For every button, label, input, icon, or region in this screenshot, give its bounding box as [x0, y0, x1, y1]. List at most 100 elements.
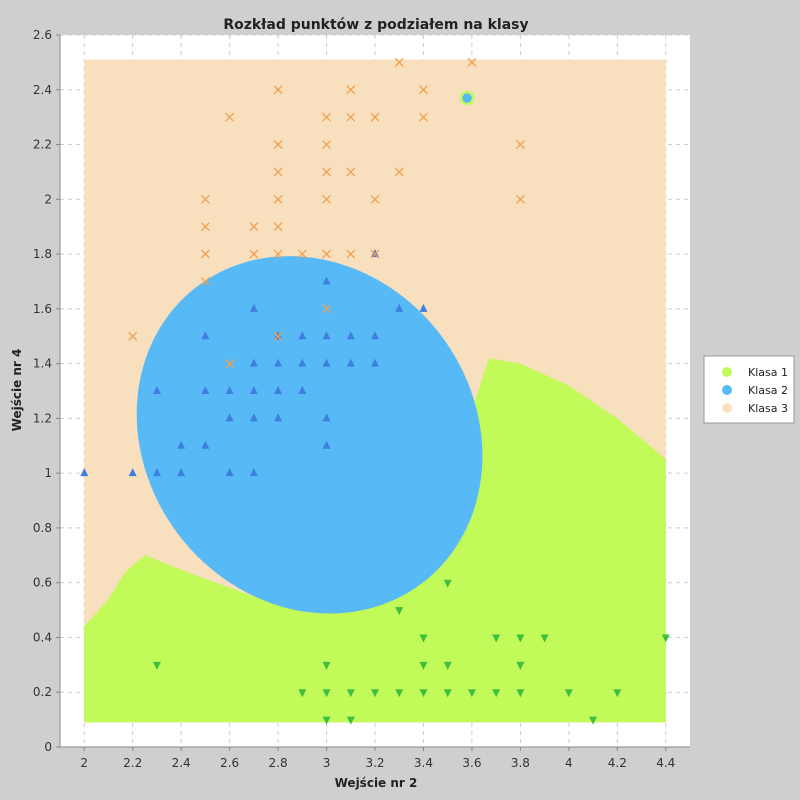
y-tick-label-13: 2.6	[33, 28, 52, 42]
point-klasa3-11	[273, 222, 283, 232]
point-klasa2-11	[225, 386, 234, 394]
point-klasa2-28	[322, 276, 331, 285]
point-klasa1-22	[540, 634, 549, 643]
y-tick-label-11: 2.2	[33, 138, 52, 152]
legend-swatch-1	[722, 367, 732, 377]
point-klasa3-18	[322, 249, 331, 259]
point-klasa1-25	[613, 689, 622, 698]
y-tick-label-0: 0	[44, 740, 52, 754]
point-klasa3-34	[467, 57, 477, 67]
point-klasa3-30	[394, 167, 404, 177]
point-klasa3-26	[346, 85, 356, 95]
point-klasa2-23	[298, 331, 307, 340]
point-klasa3-7	[249, 249, 259, 259]
y-tick-label-3: 0.6	[33, 576, 52, 590]
x-tick-label-0: 2	[80, 756, 88, 770]
point-klasa1-21	[516, 689, 525, 698]
point-klasa2-19	[274, 358, 283, 367]
point-klasa2-17	[274, 413, 283, 422]
point-klasa3-22	[322, 112, 331, 122]
point-klasa1-13	[443, 579, 452, 588]
point-klasa3-32	[419, 112, 428, 122]
point-klasa1-0	[152, 661, 161, 670]
point-klasa2-1	[128, 468, 137, 477]
point-klasa3-35	[515, 194, 525, 204]
decision-regions	[84, 59, 666, 723]
point-klasa1-20	[516, 661, 525, 670]
point-klasa3-28	[370, 194, 380, 204]
x-tick-label-1: 2.2	[123, 756, 142, 770]
legend-label-2: Klasa 2	[748, 384, 788, 397]
point-klasa3-20	[322, 167, 331, 177]
point-klasa1-23	[564, 689, 573, 698]
point-klasa2-22	[298, 358, 307, 367]
point-klasa2-3	[152, 386, 161, 394]
point-klasa1-8	[395, 689, 404, 698]
point-klasa2-0	[80, 468, 89, 477]
point-klasa3-12	[273, 194, 283, 204]
point-klasa3-6	[225, 112, 235, 122]
x-tick-label-10: 4	[565, 756, 573, 770]
point-klasa3-29	[370, 112, 380, 122]
point-klasa1-10	[419, 634, 428, 643]
point-klasa2-24	[322, 440, 331, 449]
point-klasa3-0	[128, 331, 138, 341]
point-klasa2-10	[225, 413, 234, 422]
point-klasa3-24	[346, 167, 356, 177]
point-klasa3-2	[200, 249, 210, 259]
point-klasa2-34	[395, 303, 404, 312]
legend-label-1: Klasa 1	[748, 366, 788, 379]
region-klasa-1	[84, 358, 666, 723]
x-tick-label-6: 3.2	[365, 756, 384, 770]
highlight-point	[459, 90, 475, 106]
point-klasa1-26	[661, 634, 670, 643]
point-klasa1-4	[322, 716, 331, 725]
point-klasa2-20	[274, 331, 283, 340]
point-klasa2-8	[201, 331, 210, 340]
point-klasa2-9	[225, 468, 234, 477]
point-klasa2-15	[249, 358, 258, 367]
point-klasa1-7	[371, 689, 379, 698]
y-tick-label-7: 1.4	[33, 357, 52, 371]
legend-swatch-2	[722, 385, 732, 395]
legend: Klasa 1 Klasa 2 Klasa 3	[703, 355, 795, 424]
point-klasa2-26	[322, 358, 331, 367]
point-klasa3-5	[225, 359, 235, 369]
x-tick-label-2: 2.4	[172, 756, 191, 770]
point-klasa2-27	[322, 331, 331, 340]
point-klasa2-29	[346, 358, 355, 367]
point-klasa1-11	[419, 661, 428, 670]
point-klasa1-2	[322, 661, 331, 670]
point-klasa3-33	[419, 85, 428, 95]
y-tick-label-1: 0.2	[33, 685, 52, 699]
region-klasa-2	[136, 256, 483, 614]
point-klasa3-3	[200, 222, 210, 232]
point-klasa3-8	[249, 222, 259, 232]
y-tick-label-2: 0.4	[33, 630, 52, 644]
y-tick-label-10: 2	[44, 192, 52, 206]
y-tick-label-4: 0.8	[33, 521, 52, 535]
point-klasa3-13	[273, 167, 283, 177]
y-tick-label-6: 1.2	[33, 411, 52, 425]
point-klasa2-12	[249, 468, 258, 477]
legend-label-3: Klasa 3	[748, 402, 788, 415]
y-tick-label-8: 1.6	[33, 302, 52, 316]
legend-box	[703, 355, 795, 424]
x-tick-label-7: 3.4	[414, 756, 433, 770]
point-klasa3-25	[346, 112, 356, 122]
x-tick-label-5: 3	[323, 756, 331, 770]
point-klasa3-15	[273, 85, 283, 95]
point-klasa2-21	[298, 386, 307, 394]
y-axis-ticks: 0 0.2 0.4 0.6 0.8 1 1.2 1.4 1.6 1.8 2 2.2 2.4 2.6	[33, 28, 60, 754]
x-tick-label-3: 2.6	[220, 756, 239, 770]
point-klasa2-18	[274, 386, 283, 394]
point-klasa2-7	[201, 386, 210, 394]
point-klasa1-12	[419, 689, 428, 698]
point-klasa1-24	[589, 716, 598, 725]
point-klasa2-13	[249, 413, 258, 422]
point-klasa3-21	[322, 140, 331, 149]
point-klasa1-14	[443, 661, 452, 670]
x-tick-label-11: 4.2	[608, 756, 627, 770]
point-klasa1-19	[516, 634, 525, 643]
